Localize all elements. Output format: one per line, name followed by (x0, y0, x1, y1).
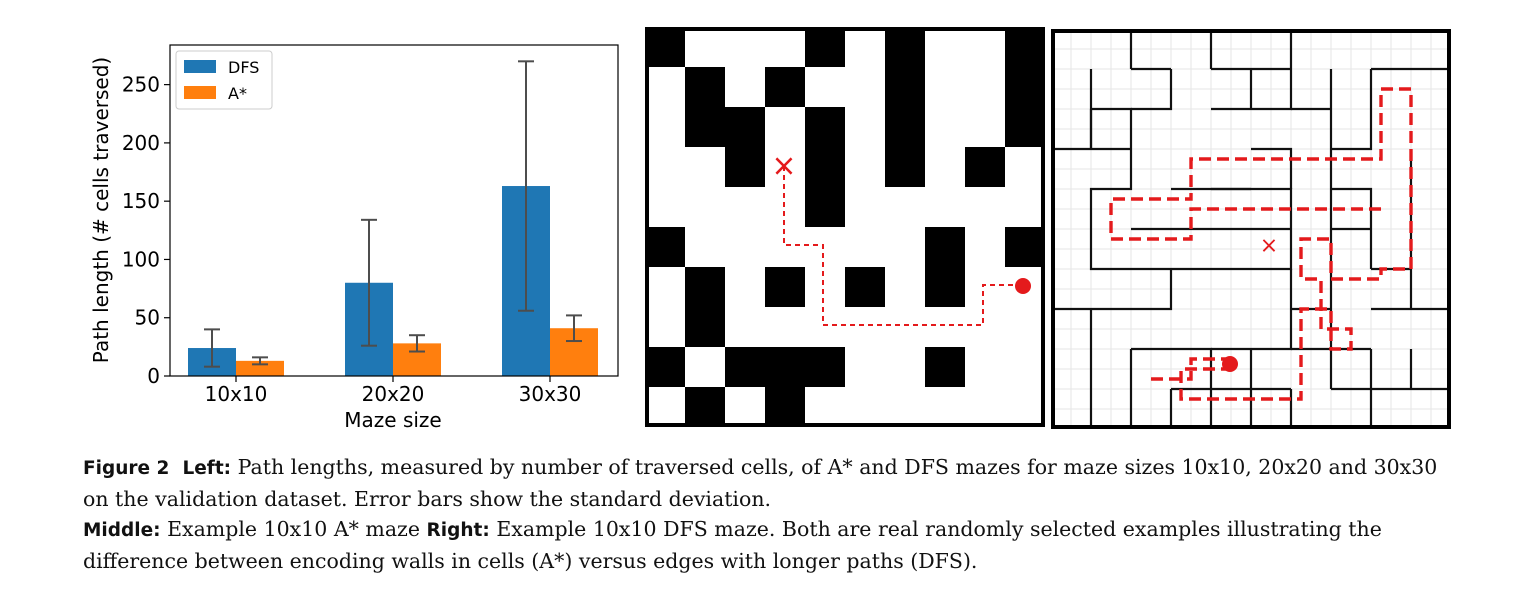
legend-swatch-astar (184, 86, 216, 99)
plot-frame (169, 44, 619, 377)
error-bars-group (204, 60, 582, 368)
wall-cell (1005, 107, 1045, 147)
x-ticks-group: 10x10 20x20 30x30 (205, 376, 582, 406)
error-bar-dfs-10x10 (204, 328, 220, 368)
wall-cell (885, 147, 925, 187)
wall-cell (725, 147, 765, 187)
y-tick-label: 150 (122, 189, 160, 213)
maze-wall-cells (645, 27, 1045, 427)
wall-cell (805, 187, 845, 227)
wall-cell (885, 67, 925, 107)
wall-cell (1005, 67, 1045, 107)
goal-marker-icon (1015, 278, 1031, 294)
caption-paragraph-middle-right: Middle: Example 10x10 A* maze Right: Exa… (83, 514, 1468, 576)
wall-cell (765, 267, 805, 307)
figure-caption: Figure 2 Left: Path lengths, measured by… (83, 452, 1468, 576)
bar-astar-10x10 (236, 360, 284, 376)
middle-label: Middle: (83, 520, 161, 541)
dfs-maze-figure: × (1051, 29, 1451, 429)
wall-cell (885, 107, 925, 147)
wall-cell (805, 107, 845, 147)
wall-cell (965, 147, 1005, 187)
right-caption-text: Example 10x10 DFS maze. Both are real ra… (83, 517, 1382, 573)
y-tick-label: 50 (135, 306, 160, 330)
start-marker-icon: × (1260, 234, 1278, 259)
x-axis-label: Maze size (344, 408, 441, 432)
wall-cell (805, 347, 845, 387)
caption-paragraph-left: Figure 2 Left: Path lengths, measured by… (83, 452, 1468, 514)
goal-marker-icon (1222, 356, 1238, 372)
wall-cell (1005, 27, 1045, 67)
y-tick-label: 200 (122, 131, 160, 155)
wall-cell (645, 27, 685, 67)
maze-border (1051, 29, 1451, 429)
wall-cell (845, 267, 885, 307)
left-label: Left: (182, 458, 232, 479)
wall-cell (645, 347, 685, 387)
wall-cell (925, 227, 965, 267)
wall-cell (765, 347, 805, 387)
wall-cell (765, 67, 805, 107)
legend-label-astar: A* (228, 84, 247, 103)
astar-maze-figure: × (645, 27, 1045, 427)
x-tick-label: 10x10 (205, 382, 268, 406)
x-tick-label: 30x30 (519, 382, 582, 406)
wall-cell (725, 107, 765, 147)
y-axis-label: Path length (# cells traversed) (89, 57, 113, 363)
x-tick-label: 20x20 (362, 382, 425, 406)
error-bar-astar-10x10 (252, 356, 268, 366)
maze-border (645, 27, 1045, 427)
wall-cell (925, 267, 965, 307)
wall-cell (885, 27, 925, 67)
left-caption-text: Path lengths, measured by number of trav… (83, 455, 1438, 511)
astar-path (783, 166, 1023, 326)
y-tick-label: 0 (147, 364, 160, 388)
figure-label: Figure 2 (83, 458, 170, 479)
wall-cell (685, 67, 725, 107)
error-bar-astar-20x20 (409, 334, 425, 353)
wall-cell (685, 107, 725, 147)
y-ticks-group: 0 50 100 150 200 250 (122, 73, 170, 388)
bars-group (188, 186, 598, 376)
wall-cell (685, 387, 725, 427)
wall-cell (925, 347, 965, 387)
wall-cell (805, 27, 845, 67)
wall-cell (725, 347, 765, 387)
error-bar-dfs-30x30 (518, 60, 534, 312)
y-tick-label: 250 (122, 73, 160, 97)
wall-cell (645, 227, 685, 267)
wall-cell (765, 387, 805, 427)
error-bar-dfs-20x20 (361, 218, 377, 347)
path-length-bar-chart: 0 50 100 150 200 250 10x10 20x20 30x30 Maze siz… (89, 44, 619, 432)
wall-cell (1005, 227, 1045, 267)
y-tick-label: 100 (122, 247, 160, 271)
error-bar-astar-30x30 (566, 314, 582, 343)
start-marker-icon: × (771, 149, 796, 184)
wall-cell (805, 147, 845, 187)
legend-label-dfs: DFS (228, 58, 259, 77)
wall-cell (685, 307, 725, 347)
legend-swatch-dfs (184, 60, 216, 73)
middle-caption-text: Example 10x10 A* maze (167, 517, 420, 541)
right-label: Right: (426, 520, 490, 541)
dfs-path (1109, 87, 1413, 401)
legend: DFS A* (175, 50, 273, 110)
wall-cell (685, 267, 725, 307)
